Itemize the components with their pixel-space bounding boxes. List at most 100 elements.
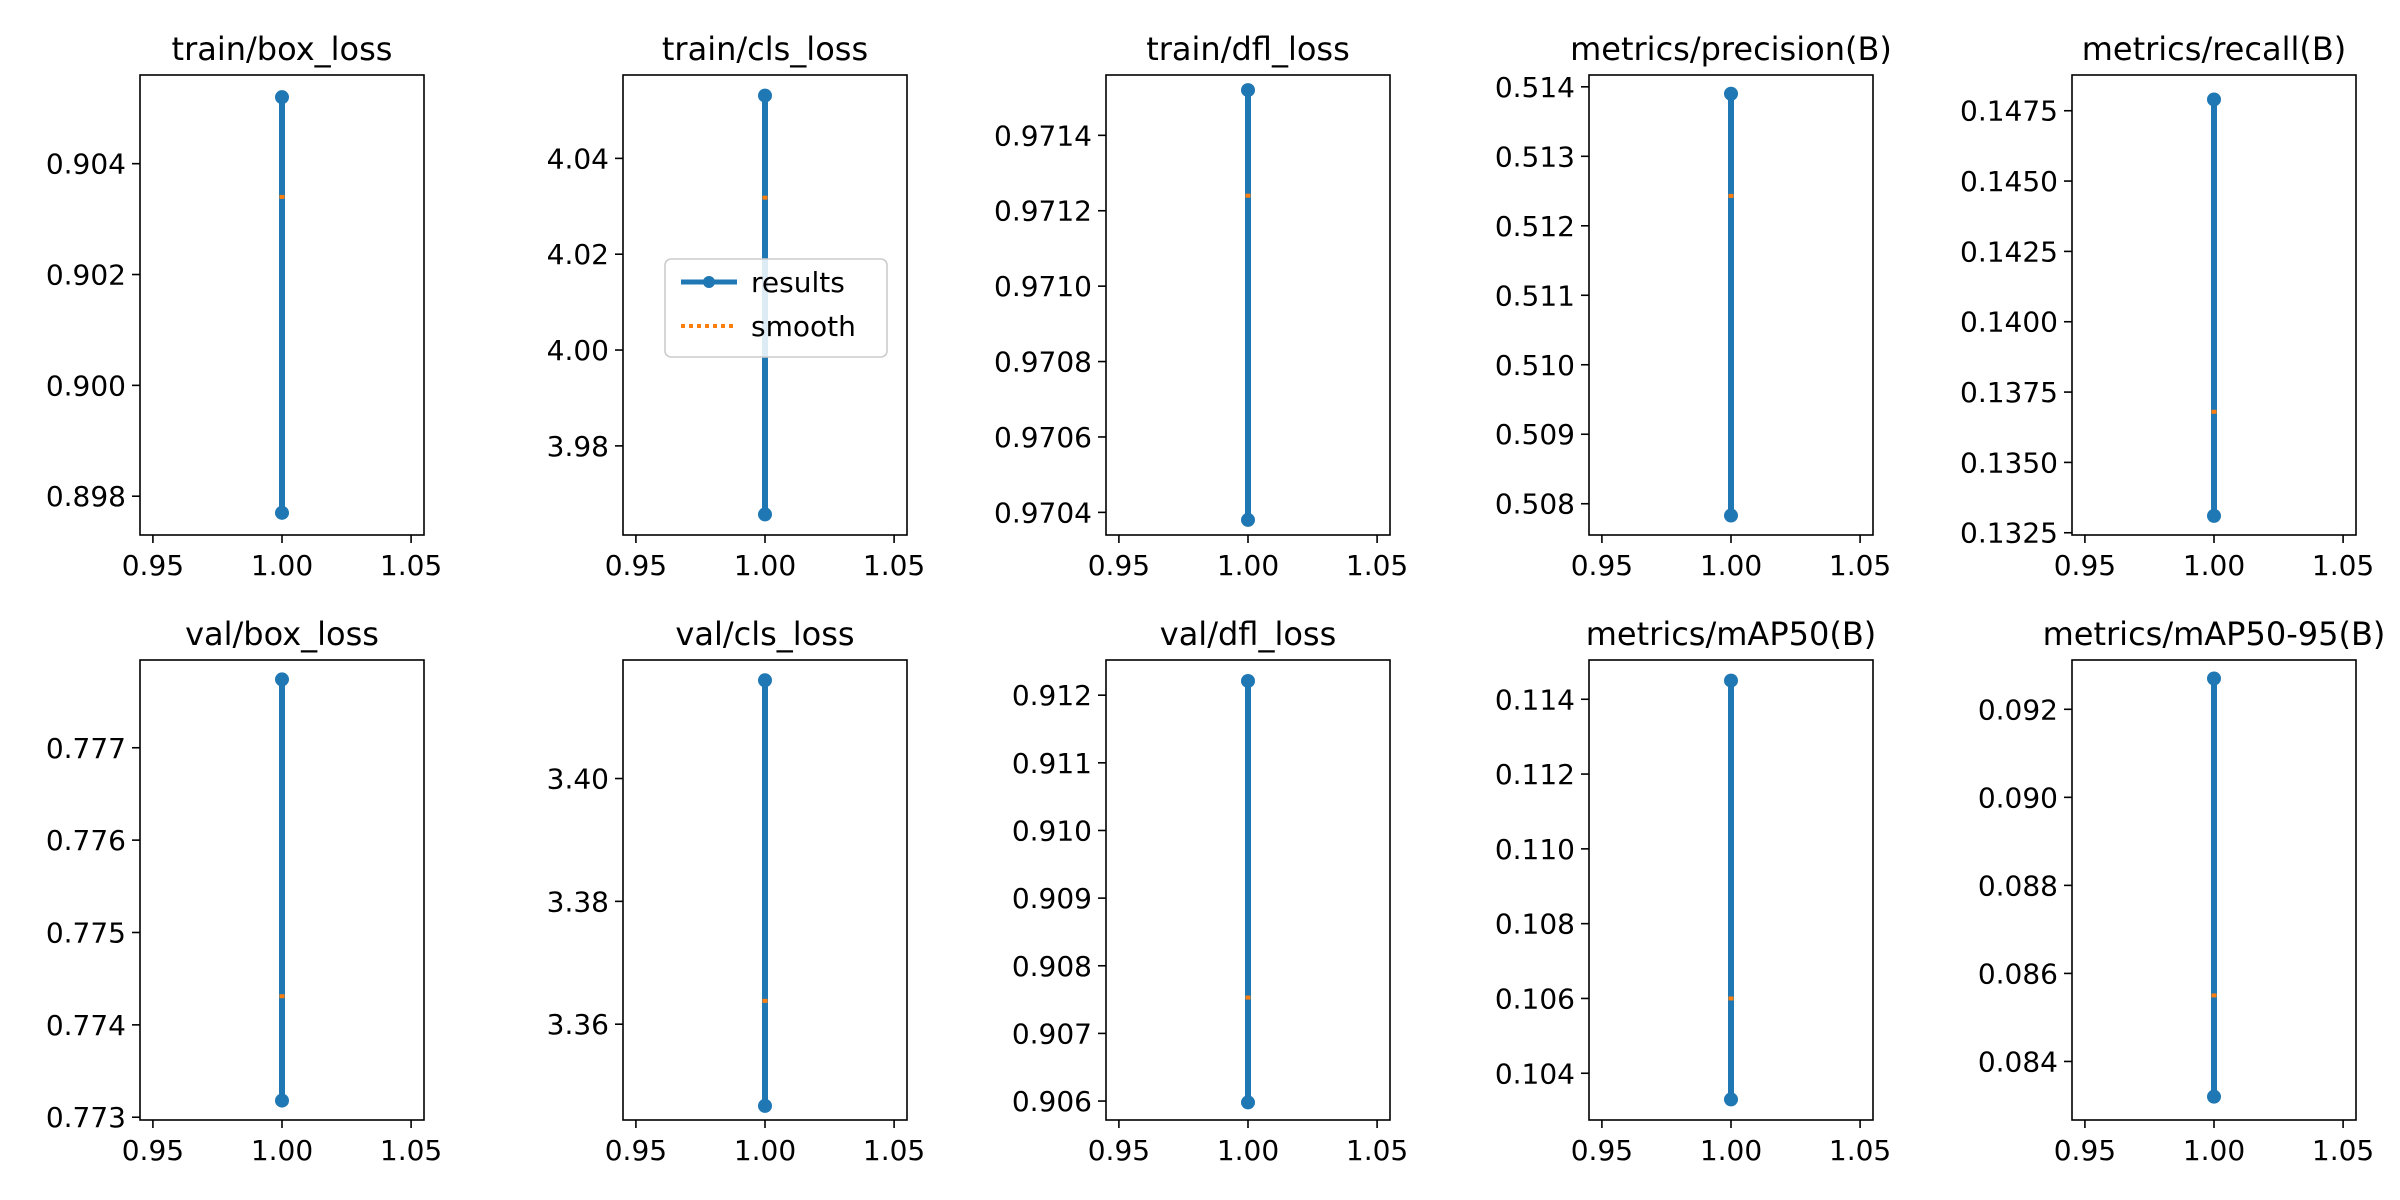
- x-tick-label: 1.00: [2183, 549, 2245, 582]
- y-tick-label: 0.508: [1495, 488, 1575, 521]
- subplot-4: metrics/precision(B) 0.95 1.00 1.05 0.508 0.5…: [1495, 30, 1892, 582]
- y-tick-label: 0.9706: [994, 421, 1092, 454]
- subplot-title: val/cls_loss: [675, 615, 854, 653]
- subplot-1: train/box_loss 0.95 1.00 1.05 0.898 0.900 0.90…: [46, 30, 442, 582]
- y-tick-label: 0.1475: [1960, 95, 2058, 128]
- y-tick-label: 0.1375: [1960, 376, 2058, 409]
- y-tick-label: 3.38: [547, 885, 609, 918]
- x-tick-label: 0.95: [122, 1134, 184, 1167]
- results-point: [1724, 1092, 1738, 1107]
- results-point: [275, 90, 289, 105]
- x-tick-label: 1.00: [734, 1134, 796, 1167]
- x-tick-label: 1.00: [734, 549, 796, 582]
- subplot-3: train/dfl_loss 0.95 1.00 1.05 0.9704 0.9706 0.…: [994, 30, 1408, 582]
- y-tick-label: 0.9714: [994, 119, 1092, 152]
- x-tick-label: 0.95: [2054, 549, 2116, 582]
- x-tick-label: 1.00: [1217, 1134, 1279, 1167]
- results-point: [1724, 673, 1738, 688]
- results-point: [2207, 92, 2221, 107]
- axes-frame: [2071, 74, 2357, 536]
- axes-frame: [1105, 74, 1391, 536]
- y-tick-label: 0.777: [46, 732, 126, 765]
- y-tick-label: 0.1400: [1960, 306, 2058, 339]
- y-tick-label: 0.1425: [1960, 235, 2058, 268]
- y-tick-label: 0.511: [1495, 279, 1575, 312]
- axes-frame: [1588, 74, 1874, 536]
- results-point: [1241, 1095, 1255, 1110]
- results-point: [275, 672, 289, 687]
- y-tick-label: 0.514: [1495, 71, 1575, 104]
- subplot-10: metrics/mAP50-95(B) 0.95 1.00 1.05 0.084 0.08…: [1978, 615, 2386, 1167]
- results-point: [2207, 508, 2221, 523]
- x-tick-label: 1.05: [380, 549, 442, 582]
- x-tick-label: 1.00: [251, 549, 313, 582]
- subplot-5: metrics/recall(B) 0.95 1.00 1.05 0.1325 0.135…: [1960, 30, 2374, 582]
- subplot-title: metrics/mAP50-95(B): [2043, 615, 2386, 653]
- subplot-7: val/cls_loss 0.95 1.00 1.05 3.36 3.38 3.40: [547, 615, 926, 1167]
- axes-frame: [139, 74, 425, 536]
- subplot-title: metrics/precision(B): [1570, 30, 1892, 68]
- subplot-9: metrics/mAP50(B) 0.95 1.00 1.05 0.104 0.106 0.…: [1495, 615, 1891, 1167]
- y-tick-label: 0.090: [1978, 781, 2058, 814]
- subplot-6: val/box_loss 0.95 1.00 1.05 0.773 0.774 0.775 0…: [46, 615, 442, 1167]
- legend-results-marker: [703, 276, 715, 288]
- x-tick-label: 1.00: [251, 1134, 313, 1167]
- legend-results-label: results: [751, 266, 845, 299]
- x-tick-label: 0.95: [1571, 1134, 1633, 1167]
- results-point: [758, 673, 772, 688]
- y-tick-label: 0.114: [1495, 683, 1575, 716]
- y-tick-label: 0.088: [1978, 869, 2058, 902]
- y-tick-label: 0.898: [46, 480, 126, 513]
- y-tick-label: 0.908: [1012, 950, 1092, 983]
- x-tick-label: 0.95: [1088, 1134, 1150, 1167]
- results-point: [1241, 83, 1255, 98]
- subplot-8: val/dfl_loss 0.95 1.00 1.05 0.906 0.907 0.908 0…: [1012, 615, 1408, 1167]
- subplot-2: train/cls_loss 0.95 1.00 1.05 3.98 4.00 4.02 4.…: [547, 30, 926, 582]
- results-point: [275, 505, 289, 520]
- y-tick-label: 0.904: [46, 148, 126, 181]
- axes-frame: [139, 659, 425, 1121]
- x-tick-label: 0.95: [122, 549, 184, 582]
- y-tick-label: 0.775: [46, 916, 126, 949]
- subplot-title: train/cls_loss: [662, 30, 868, 68]
- x-tick-label: 0.95: [605, 1134, 667, 1167]
- y-tick-label: 4.04: [547, 142, 609, 175]
- x-tick-label: 1.00: [1700, 1134, 1762, 1167]
- y-tick-label: 0.084: [1978, 1045, 2058, 1078]
- y-tick-label: 0.110: [1495, 833, 1575, 866]
- y-tick-label: 0.106: [1495, 982, 1575, 1015]
- x-tick-label: 0.95: [1571, 549, 1633, 582]
- y-tick-label: 0.9704: [994, 496, 1092, 529]
- results-point: [758, 1098, 772, 1113]
- x-tick-label: 1.05: [380, 1134, 442, 1167]
- y-tick-label: 0.112: [1495, 758, 1575, 791]
- results-point: [1724, 508, 1738, 523]
- subplot-title: val/box_loss: [185, 615, 379, 653]
- legend-smooth-label: smooth: [751, 310, 856, 343]
- results-point: [1241, 512, 1255, 527]
- x-tick-label: 0.95: [1088, 549, 1150, 582]
- y-tick-label: 0.774: [46, 1009, 126, 1042]
- y-tick-label: 0.910: [1012, 814, 1092, 847]
- y-tick-label: 0.906: [1012, 1085, 1092, 1118]
- y-tick-label: 0.513: [1495, 140, 1575, 173]
- x-tick-label: 1.05: [1829, 549, 1891, 582]
- x-tick-label: 1.00: [1217, 549, 1279, 582]
- axes-frame: [1105, 659, 1391, 1121]
- x-tick-label: 1.05: [1829, 1134, 1891, 1167]
- x-tick-label: 1.00: [1700, 549, 1762, 582]
- y-tick-label: 0.907: [1012, 1017, 1092, 1050]
- results-point: [275, 1093, 289, 1108]
- results-point: [1724, 86, 1738, 101]
- x-tick-label: 1.00: [2183, 1134, 2245, 1167]
- results-point: [758, 507, 772, 522]
- results-point: [758, 88, 772, 103]
- y-tick-label: 0.9708: [994, 346, 1092, 379]
- axes-frame: [1588, 659, 1874, 1121]
- y-tick-label: 4.00: [547, 334, 609, 367]
- y-tick-label: 0.911: [1012, 747, 1092, 780]
- subplot-title: train/dfl_loss: [1146, 30, 1350, 68]
- y-tick-label: 0.776: [46, 824, 126, 857]
- axes-frame: [2071, 659, 2357, 1121]
- legend: results smooth: [664, 258, 888, 358]
